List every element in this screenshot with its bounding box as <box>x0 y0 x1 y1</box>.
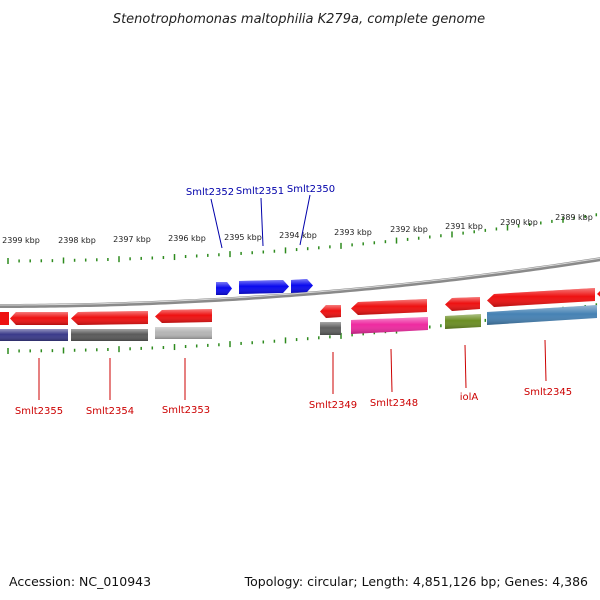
upper-tick-marks <box>7 213 598 264</box>
gene-leader <box>260 197 264 247</box>
gene-iola[interactable]: iolA <box>445 297 481 403</box>
gene-label: Smlt2349 <box>309 400 357 411</box>
tick-label: 2397 kbp <box>113 235 151 244</box>
tick-label: 2395 kbp <box>224 233 262 242</box>
tick-label: 2390 kbp <box>500 218 538 227</box>
tick-label: 2389 kbp <box>555 213 593 222</box>
gene-label: Smlt2350 <box>287 184 335 195</box>
gene-smlt2353[interactable]: Smlt2353 <box>155 309 212 416</box>
tick-labels: 2399 kbp 2398 kbp 2397 kbp 2396 kbp 2395… <box>2 213 593 245</box>
accession-text: Accession: NC_010943 <box>9 574 152 589</box>
tick-label: 2392 kbp <box>390 225 428 234</box>
gene-smlt2354[interactable]: Smlt2354 <box>71 311 148 417</box>
gene-leader <box>390 348 393 393</box>
genome-backbone <box>0 257 600 308</box>
gene-label: Smlt2352 <box>186 187 234 198</box>
map-title: Stenotrophomonas maltophilia K279a, comp… <box>113 12 485 27</box>
gene-label: Smlt2348 <box>370 398 418 409</box>
genome-backbone-highlight <box>0 257 600 306</box>
gene-smlt2355[interactable]: Smlt2355 <box>0 312 68 417</box>
gene-label: Smlt2351 <box>236 186 284 197</box>
tick-label: 2391 kbp <box>445 222 483 231</box>
tick-label: 2393 kbp <box>334 228 372 237</box>
gene-smlt2352[interactable]: Smlt2352 <box>186 187 234 295</box>
tick-label: 2396 kbp <box>168 234 206 243</box>
gene-leader <box>544 339 547 382</box>
gene-leader <box>299 194 311 246</box>
genome-summary-text: Topology: circular; Length: 4,851,126 bp… <box>244 574 588 589</box>
gene-leader <box>210 198 223 249</box>
gene-smlt2351[interactable]: Smlt2351 <box>236 186 289 294</box>
gene-smlt2348[interactable]: Smlt2348 <box>351 299 428 409</box>
gene-arrow <box>0 312 9 325</box>
gene-arrow <box>597 291 600 297</box>
tick-label: 2394 kbp <box>279 231 317 240</box>
upper-strand-genes: Smlt2352 Smlt2351 Smlt2350 <box>186 184 335 295</box>
gene-smlt2350[interactable]: Smlt2350 <box>287 184 335 293</box>
gene-smlt2349[interactable]: Smlt2349 <box>309 305 357 411</box>
gene-label: Smlt2345 <box>524 387 572 398</box>
tick-label: 2398 kbp <box>58 236 96 245</box>
gene-label: iolA <box>460 392 479 403</box>
gene-leader <box>464 344 467 389</box>
gene-smlt2345[interactable]: Smlt2345 <box>487 287 600 398</box>
lower-strand-genes: Smlt2355 Smlt2354 Smlt2353 Smlt2349 <box>0 287 600 417</box>
tick-label: 2399 kbp <box>2 236 40 245</box>
gene-label: Smlt2353 <box>162 405 210 416</box>
gene-label: Smlt2355 <box>15 406 63 417</box>
gene-label: Smlt2354 <box>86 406 134 417</box>
